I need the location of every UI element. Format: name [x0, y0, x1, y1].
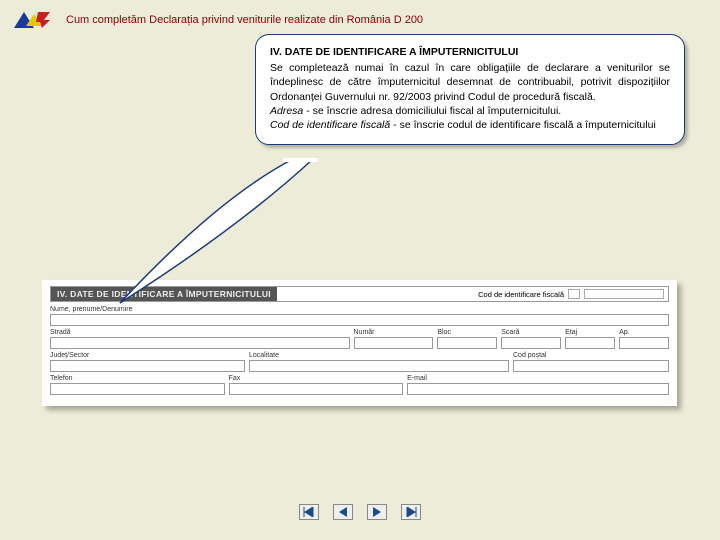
page-title: Cum completăm Declarația privind venitur…: [66, 14, 423, 26]
callout-tail: [118, 158, 318, 308]
cod-fiscal-box-2[interactable]: [584, 289, 664, 299]
label-codpostal: Cod poștal: [513, 352, 669, 359]
callout-text-2: Adresa - se înscrie adresa domiciliului …: [270, 104, 670, 118]
input-fax[interactable]: [229, 383, 404, 395]
input-strada[interactable]: [50, 337, 350, 349]
callout-title: IV. DATE DE IDENTIFICARE A ÎMPUTERNICITU…: [270, 45, 670, 59]
label-fax: Fax: [229, 375, 404, 382]
label-etaj: Etaj: [565, 329, 615, 336]
cod-fiscal-group: Cod de identificare fiscală: [474, 289, 668, 299]
nav-controls: [299, 504, 421, 520]
callout-text-3: Cod de identificare fiscală - se înscrie…: [270, 118, 670, 132]
input-email[interactable]: [407, 383, 669, 395]
label-strada: Stradă: [50, 329, 350, 336]
label-numar: Număr: [354, 329, 434, 336]
logo: [12, 8, 54, 32]
nav-first-button[interactable]: [299, 504, 319, 520]
nav-next-button[interactable]: [367, 504, 387, 520]
cod-fiscal-box-1[interactable]: [568, 289, 580, 299]
nav-last-button[interactable]: [401, 504, 421, 520]
input-scara[interactable]: [501, 337, 561, 349]
label-email: E-mail: [407, 375, 669, 382]
input-bloc[interactable]: [437, 337, 497, 349]
input-codpostal[interactable]: [513, 360, 669, 372]
label-telefon: Telefon: [50, 375, 225, 382]
info-callout: IV. DATE DE IDENTIFICARE A ÎMPUTERNICITU…: [255, 34, 685, 145]
input-ap[interactable]: [619, 337, 669, 349]
input-etaj[interactable]: [565, 337, 615, 349]
label-ap: Ap.: [619, 329, 669, 336]
input-telefon[interactable]: [50, 383, 225, 395]
callout-text-1: Se completează numai în cazul în care ob…: [270, 61, 670, 104]
nav-prev-button[interactable]: [333, 504, 353, 520]
input-numar[interactable]: [354, 337, 434, 349]
label-bloc: Bloc: [437, 329, 497, 336]
label-judet: Județ/Sector: [50, 352, 245, 359]
cod-fiscal-label: Cod de identificare fiscală: [478, 290, 564, 299]
input-judet[interactable]: [50, 360, 245, 372]
label-localitate: Localitate: [249, 352, 509, 359]
input-localitate[interactable]: [249, 360, 509, 372]
label-scara: Scară: [501, 329, 561, 336]
input-nume[interactable]: [50, 314, 669, 326]
